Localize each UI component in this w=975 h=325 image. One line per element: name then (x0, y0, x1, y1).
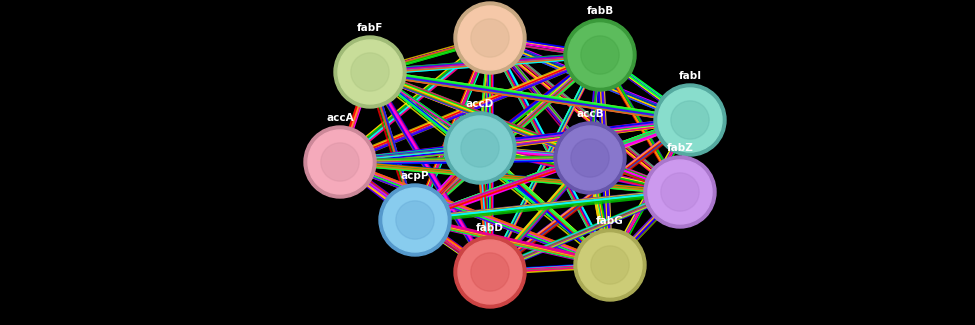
Circle shape (351, 53, 389, 91)
Circle shape (564, 19, 636, 91)
Circle shape (661, 173, 699, 211)
Circle shape (458, 6, 522, 70)
Text: accD: accD (466, 99, 494, 109)
Circle shape (396, 201, 434, 239)
Circle shape (471, 19, 509, 57)
Circle shape (570, 139, 609, 177)
Circle shape (321, 143, 359, 181)
Circle shape (568, 23, 632, 87)
Text: fabB: fabB (586, 6, 613, 16)
Circle shape (458, 240, 522, 304)
Circle shape (658, 88, 722, 152)
Text: accA: accA (327, 113, 354, 123)
Circle shape (379, 184, 451, 256)
Circle shape (454, 236, 526, 308)
Circle shape (654, 84, 726, 156)
Circle shape (304, 126, 376, 198)
Circle shape (334, 36, 406, 108)
Text: acpP: acpP (401, 171, 429, 181)
Text: fabZ: fabZ (667, 143, 693, 153)
Circle shape (648, 160, 712, 224)
Text: fabF: fabF (357, 23, 383, 33)
Circle shape (454, 2, 526, 74)
Text: fabD: fabD (476, 223, 504, 233)
Circle shape (591, 246, 629, 284)
Text: accB: accB (576, 109, 604, 119)
Circle shape (558, 126, 622, 190)
Text: fabG: fabG (596, 216, 624, 226)
Circle shape (448, 116, 512, 180)
Circle shape (671, 101, 709, 139)
Circle shape (461, 129, 499, 167)
Circle shape (574, 229, 646, 301)
Circle shape (471, 253, 509, 291)
Circle shape (578, 233, 642, 297)
Circle shape (644, 156, 716, 228)
Text: fabI: fabI (679, 71, 702, 81)
Circle shape (383, 188, 447, 252)
Circle shape (338, 40, 402, 104)
Circle shape (308, 130, 372, 194)
Circle shape (581, 36, 619, 74)
Circle shape (554, 122, 626, 194)
Circle shape (444, 112, 516, 184)
